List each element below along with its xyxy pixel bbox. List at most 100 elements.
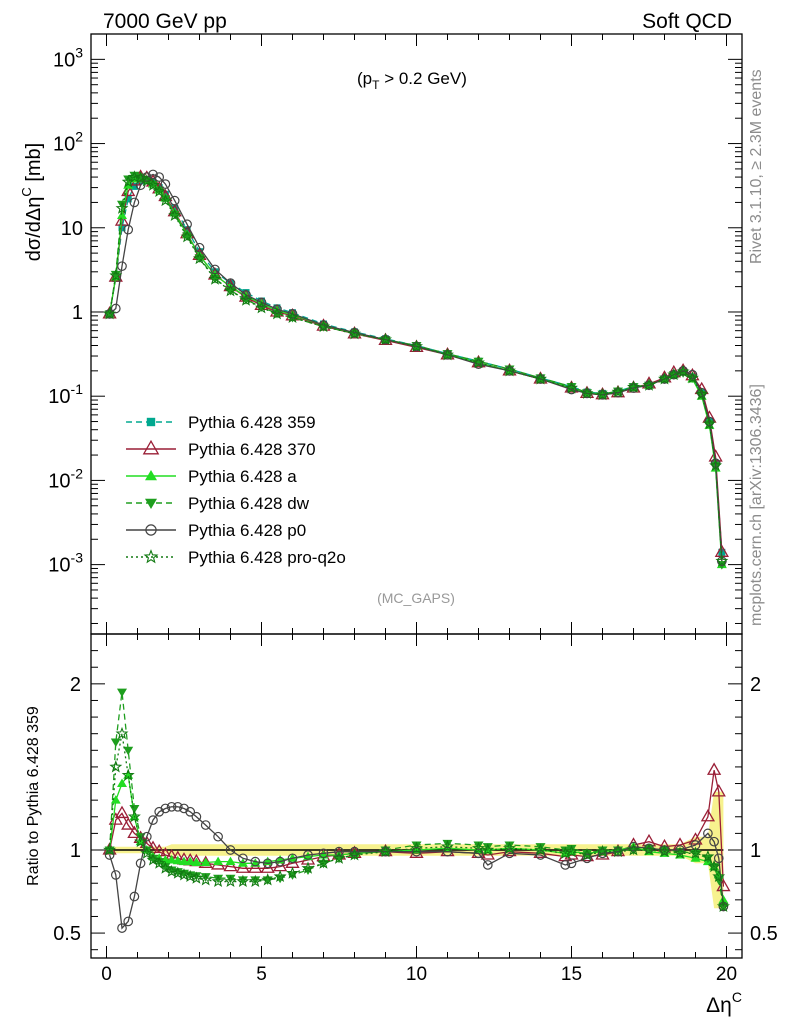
- main-series-point: [123, 224, 134, 235]
- main-series-point: [611, 385, 625, 398]
- ratio-series-point: [213, 831, 223, 842]
- main-series-point: [160, 179, 171, 189]
- ratio-series-point: [200, 820, 211, 830]
- main-y-tick-label-base: 10: [48, 555, 70, 577]
- rivet-version-label: Rivet 3.1.10, ≥ 2.3M events: [748, 69, 765, 264]
- ratio-x-axis-label: ΔηC: [706, 989, 742, 1017]
- ratio-series-point: [104, 850, 115, 860]
- ratio-series-point: [225, 874, 236, 884]
- ratio-series-point: [713, 853, 724, 864]
- ratio-series-point: [135, 858, 146, 869]
- ratio-series-point: [566, 844, 577, 854]
- ratio-series-point: [123, 746, 134, 756]
- legend-item-marker: [145, 524, 157, 536]
- main-series-point: [241, 289, 251, 300]
- ratio-y-tick-label: 2: [70, 674, 81, 696]
- ratio-series-point: [129, 891, 140, 902]
- ratio-series-point: [712, 869, 726, 883]
- main-series-point: [118, 224, 126, 232]
- ratio-series-point: [235, 860, 251, 873]
- legend-item-label: Pythia 6.428 dw: [188, 494, 310, 513]
- main-series-point: [286, 310, 299, 323]
- analysis-tag: (MC_GAPS): [377, 590, 455, 606]
- main-y-tick-label: 10: [61, 218, 83, 240]
- ratio-series-point: [117, 923, 127, 933]
- ratio-series-point: [379, 844, 392, 858]
- ratio-series-point: [411, 846, 422, 857]
- ratio-series-point: [261, 873, 275, 886]
- main-series-point: [124, 195, 132, 203]
- main-series-point: [715, 554, 729, 567]
- main-series-point: [503, 364, 516, 377]
- ratio-x-tick-label: 5: [256, 964, 267, 985]
- ratio-series-point: [191, 857, 202, 866]
- ratio-series-point: [535, 843, 546, 852]
- ratio-series-point: [177, 868, 191, 881]
- main-series-point: [141, 176, 152, 185]
- ratio-series-point: [110, 738, 121, 747]
- ratio-series-point: [160, 803, 171, 814]
- ratio-series-point: [349, 846, 360, 857]
- ratio-frame: [90, 633, 743, 959]
- ratio-series-point: [442, 846, 453, 857]
- ratio-series-point: [332, 851, 346, 864]
- main-series-point: [135, 180, 146, 191]
- main-y-axis-label-superscript: C: [19, 187, 34, 196]
- pt-subscript: T: [372, 78, 380, 92]
- ratio-y-tick-label-right: 1: [750, 840, 761, 862]
- main-y-tick-label-exponent: -3: [71, 550, 84, 566]
- main-series-point: [317, 319, 330, 333]
- ratio-series-point: [225, 856, 236, 866]
- ratio-series-point: [711, 784, 726, 797]
- main-series-point: [642, 378, 656, 391]
- ratio-series-point: [287, 853, 298, 864]
- main-y-tick-label-base: 10: [53, 134, 75, 156]
- main-series-point: [472, 355, 485, 369]
- ratio-series: [103, 726, 730, 912]
- main-series-point: [627, 380, 640, 393]
- main-series-point: [580, 386, 594, 399]
- ratio-series-point: [703, 828, 713, 839]
- main-series: [102, 169, 729, 570]
- main-series-point: [182, 219, 192, 230]
- main-y-axis-label: dσ/dΔηC [mb]: [19, 143, 45, 261]
- main-y-tick-label-exponent: -2: [71, 465, 84, 481]
- ratio-series-point: [225, 845, 236, 855]
- ratio-series-point: [644, 844, 654, 854]
- ratio-series-point: [718, 894, 729, 904]
- main-series-point: [287, 309, 298, 319]
- ratio-series-point: [596, 844, 609, 858]
- ratio-y-tick-label: 1: [70, 840, 81, 862]
- ratio-y-tick-label-right: 2: [750, 674, 761, 696]
- legend-item: Pythia 6.428 a: [126, 467, 297, 486]
- ratio-series-point: [709, 836, 719, 847]
- main-y-tick-label: 10-1: [48, 381, 83, 408]
- ratio-axes: 0 5 10 15 20 0.5 0.5 1 1 2 2: [53, 634, 778, 985]
- main-series-point: [117, 210, 127, 219]
- ratio-series-point: [200, 873, 211, 882]
- main-series-point: [117, 261, 127, 272]
- header-right: Soft QCD: [642, 10, 732, 33]
- main-frame: [90, 33, 743, 635]
- ratio-series-point: [481, 843, 495, 856]
- ratio-series-point: [250, 856, 261, 867]
- ratio-series-point: [191, 872, 202, 881]
- ratio-series-point: [134, 834, 148, 848]
- main-y-tick-label-base: 10: [48, 386, 70, 408]
- main-series-point: [441, 348, 454, 361]
- ratio-series-point: [166, 854, 177, 864]
- ratio-series-point: [165, 864, 179, 878]
- legend-item-label: Pythia 6.428 370: [188, 440, 316, 459]
- legend-item: Pythia 6.428 359: [126, 413, 316, 432]
- ratio-series-point: [185, 856, 196, 866]
- ratio-series-point: [706, 762, 722, 775]
- main-y-tick-label-base: 10: [53, 49, 75, 71]
- ratio-series-point: [504, 848, 515, 859]
- legend: Pythia 6.428 359 Pythia 6.428 370 Pythia 6…: [126, 413, 346, 567]
- ratio-series-point: [108, 812, 123, 825]
- main-y-tick-label: 103: [53, 44, 83, 71]
- ratio-series-point: [166, 801, 177, 812]
- ratio-series-point: [191, 811, 202, 822]
- main-y-axis-label-unit: [mb]: [23, 143, 45, 187]
- ratio-x-tick-label: 15: [561, 964, 582, 985]
